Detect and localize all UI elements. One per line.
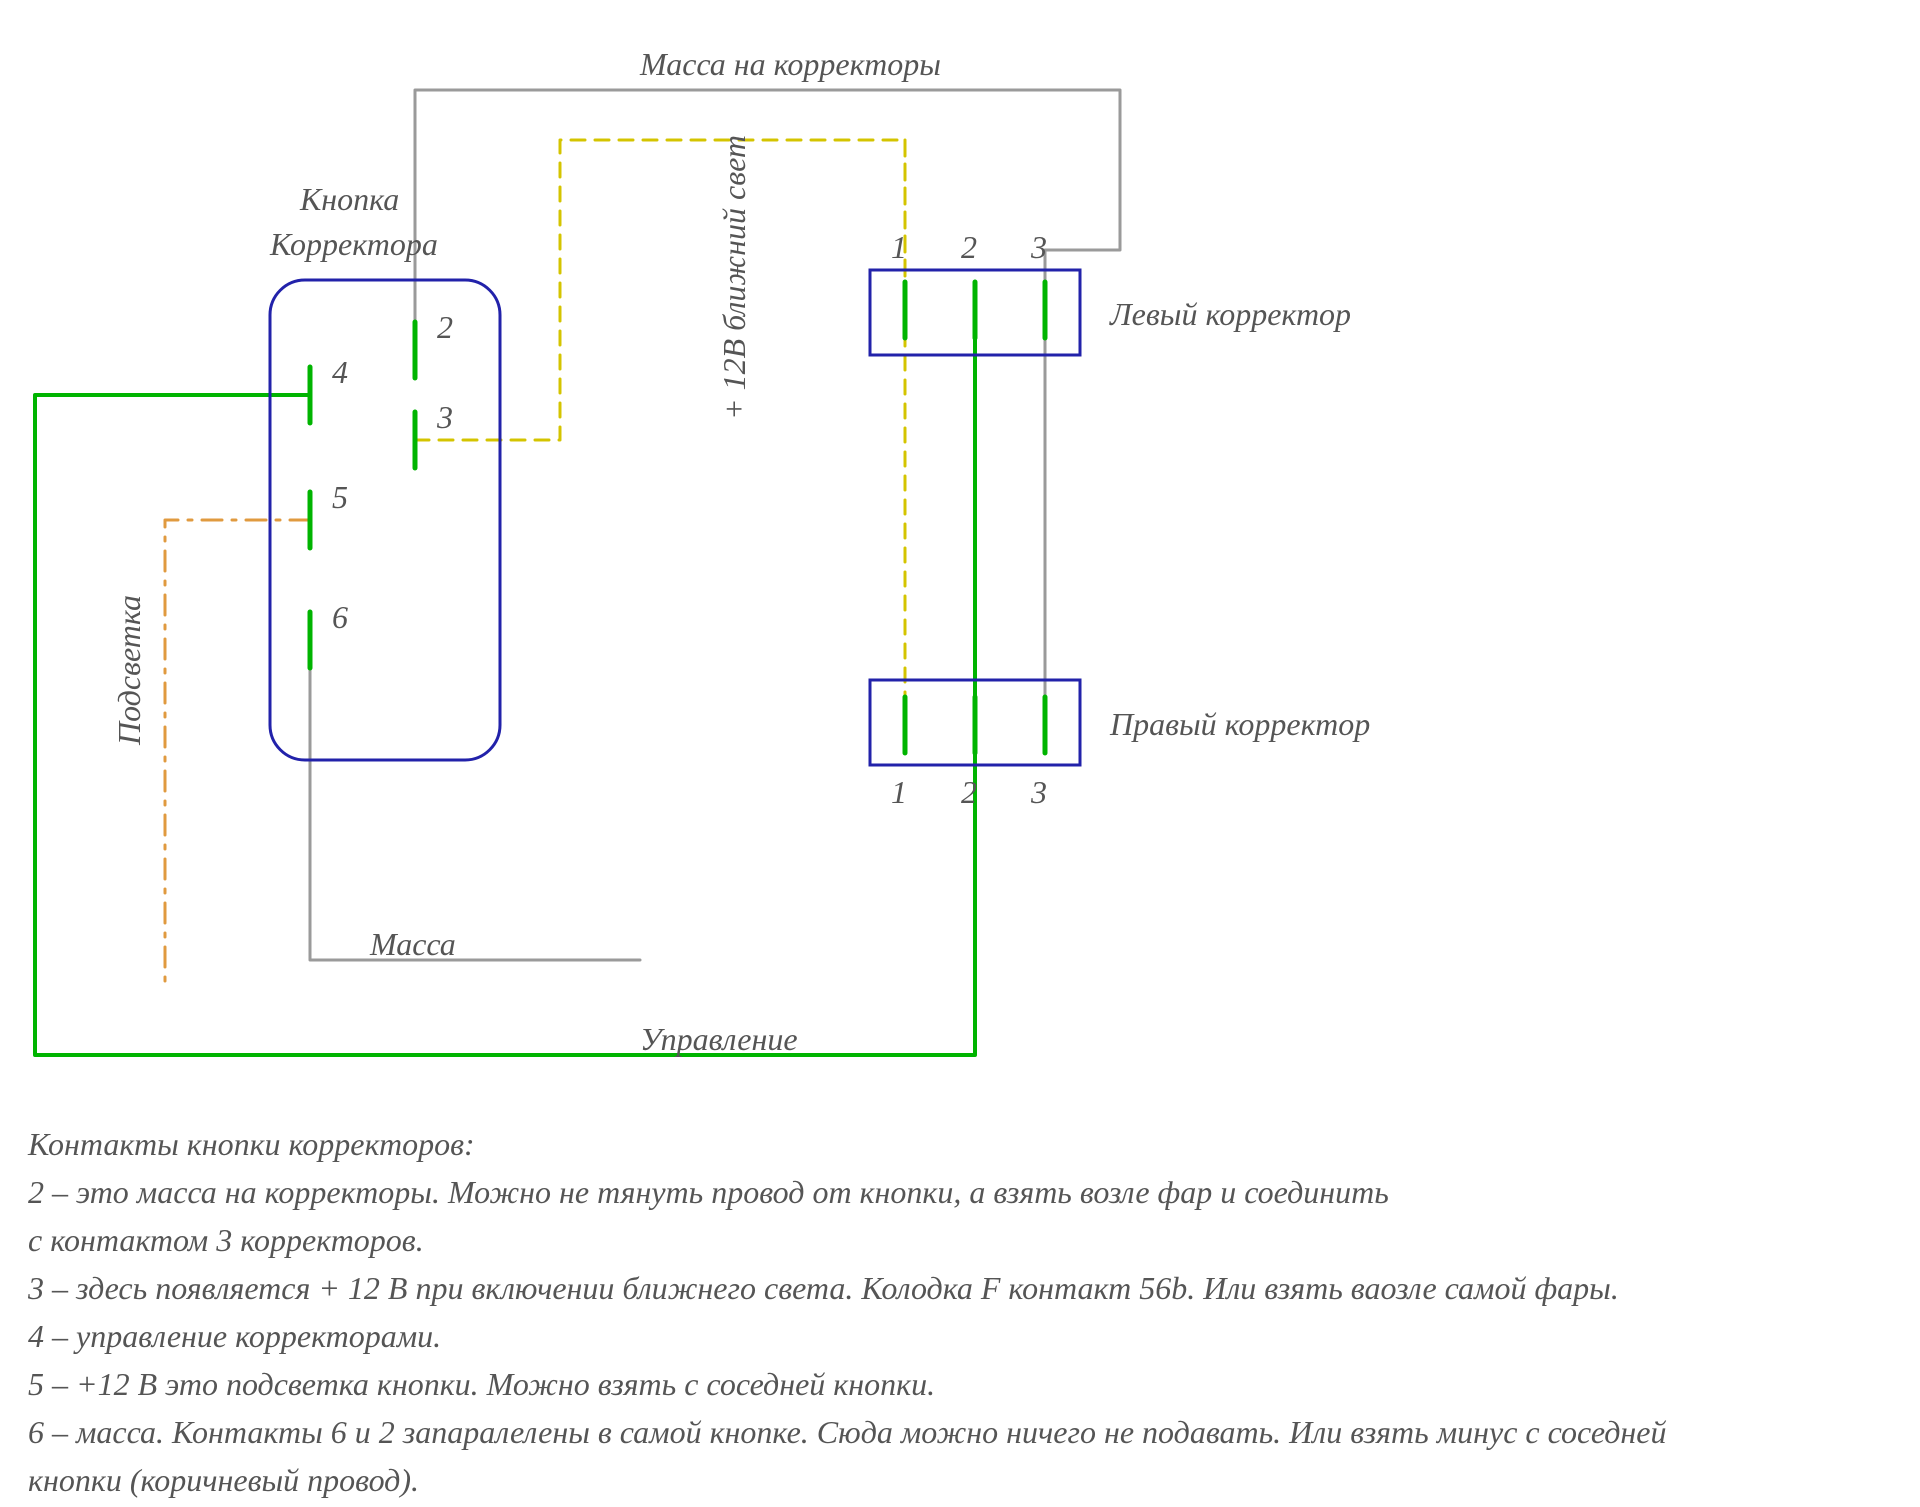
svg-text:2 – это масса на корректоры. М: 2 – это масса на корректоры. Можно не тя… <box>28 1174 1389 1210</box>
svg-text:Контакты кнопки корректоров:: Контакты кнопки корректоров: <box>27 1126 475 1162</box>
svg-text:Правый корректор: Правый корректор <box>1109 706 1370 742</box>
svg-text:3: 3 <box>1030 229 1047 265</box>
svg-text:3 – здесь появляется + 12 В пр: 3 – здесь появляется + 12 В при включени… <box>27 1270 1619 1306</box>
svg-text:3: 3 <box>1030 774 1047 810</box>
svg-text:4 – управление корректорами.: 4 – управление корректорами. <box>28 1318 441 1354</box>
svg-text:Подсветка: Подсветка <box>111 595 147 746</box>
svg-text:Кнопка: Кнопка <box>299 181 399 217</box>
svg-text:+ 12В ближний свет: + 12В ближний свет <box>716 135 752 420</box>
svg-text:Масса на корректоры: Масса на корректоры <box>639 46 941 82</box>
svg-text:6 – масса. Контакты 6 и 2 запа: 6 – масса. Контакты 6 и 2 запаралелены в… <box>28 1414 1666 1450</box>
svg-text:1: 1 <box>891 229 907 265</box>
svg-text:3: 3 <box>436 399 453 435</box>
svg-text:1: 1 <box>891 774 907 810</box>
svg-text:Управление: Управление <box>640 1021 798 1057</box>
svg-text:2: 2 <box>961 229 977 265</box>
svg-text:с контактом 3 корректоров.: с контактом 3 корректоров. <box>28 1222 424 1258</box>
svg-text:5 – +12 В это подсветка кнопки: 5 – +12 В это подсветка кнопки. Можно вз… <box>28 1366 935 1402</box>
svg-text:2: 2 <box>961 774 977 810</box>
svg-text:5: 5 <box>332 479 348 515</box>
svg-text:Корректора: Корректора <box>269 226 438 262</box>
svg-text:6: 6 <box>332 599 348 635</box>
svg-text:Левый корректор: Левый корректор <box>1109 296 1351 332</box>
svg-text:4: 4 <box>332 354 348 390</box>
svg-text:кнопки (коричневый провод).: кнопки (коричневый провод). <box>28 1462 419 1498</box>
svg-text:Масса: Масса <box>369 926 456 962</box>
svg-text:2: 2 <box>437 309 453 345</box>
